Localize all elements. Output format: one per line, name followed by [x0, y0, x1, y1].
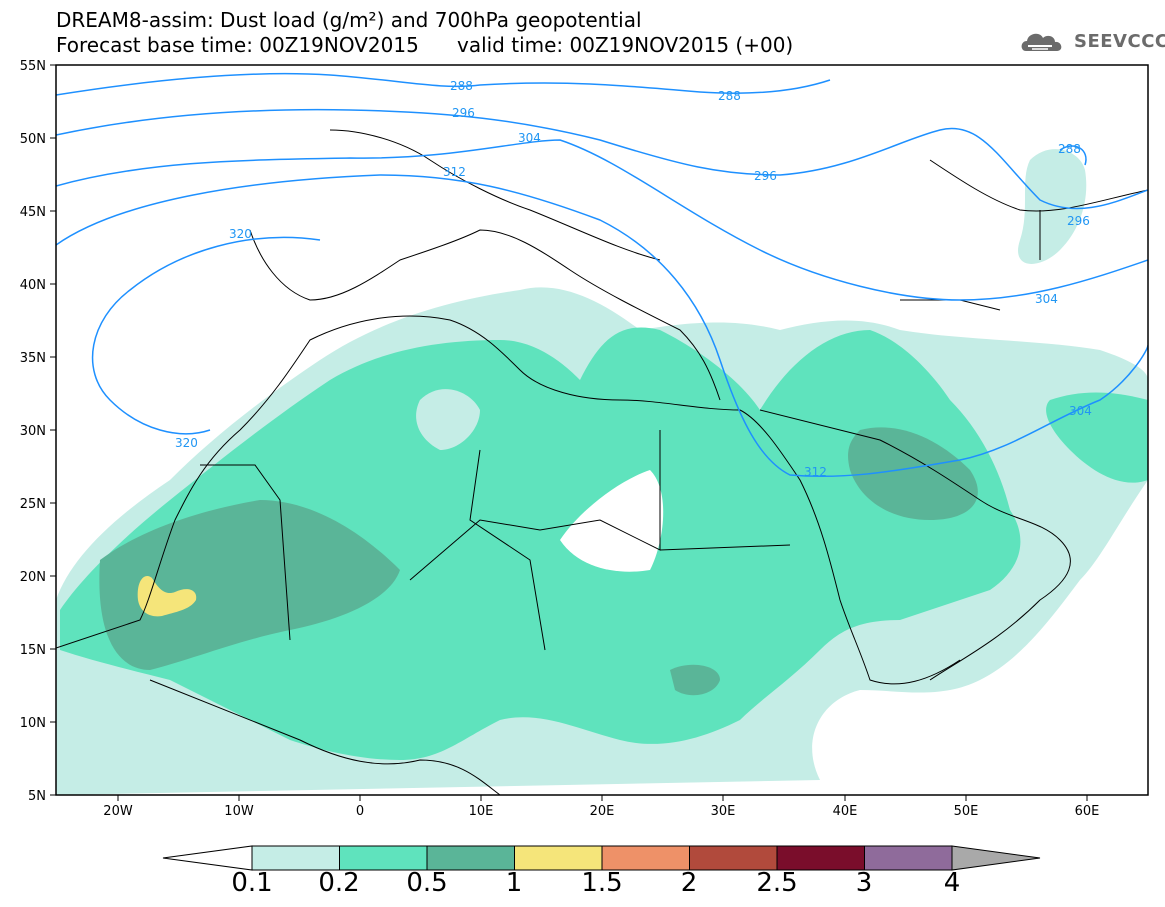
- contour-296: [56, 108, 1148, 210]
- geopotential-contours: [56, 72, 1148, 478]
- contour-label: 304: [518, 131, 541, 145]
- contour-label: 288: [718, 89, 741, 103]
- contour-labels: 288 296 304 312 320 320 288 296 304 312 …: [175, 79, 1092, 479]
- lon-label: 10W: [224, 804, 254, 819]
- lat-label: 45N: [20, 205, 46, 220]
- map-title: DREAM8-assim: Dust load (g/m²) and 700hP…: [56, 8, 642, 32]
- lon-label: 30E: [711, 804, 736, 819]
- coastline-africa-nw: [56, 315, 961, 685]
- seevccc-logo: SEEVCCC: [1018, 27, 1165, 55]
- lon-label: 0: [356, 804, 364, 819]
- lat-label: 50N: [20, 132, 46, 147]
- colorbar-label: 0.5: [406, 868, 448, 898]
- lat-label: 40N: [20, 278, 46, 293]
- lat-label: 5N: [28, 789, 46, 804]
- colorbar-swatch: [689, 845, 778, 871]
- coastlines: [56, 129, 1148, 795]
- colorbar-label: 0.2: [318, 868, 360, 898]
- colorbar: [162, 845, 1041, 871]
- lat-axis: 55N 50N 45N 40N 35N 30N 25N 20N 15N 10N …: [20, 59, 56, 804]
- colorbar-swatch: [514, 845, 603, 871]
- colorbar-label: 2: [680, 868, 698, 898]
- cloud-icon: [1021, 33, 1062, 51]
- colorbar-swatch: [426, 845, 515, 871]
- contour-320: [91, 236, 321, 435]
- colorbar-swatch: [251, 845, 340, 871]
- lon-axis: 20W 10W 0 10E 20E 30E 40E 50E 60E: [103, 795, 1099, 819]
- contour-label: 296: [452, 106, 475, 120]
- contour-label: 288: [1058, 142, 1081, 156]
- lon-label: 50E: [954, 804, 979, 819]
- coastline-arabia: [759, 409, 1071, 681]
- contour-label: 320: [229, 227, 252, 241]
- lat-label: 15N: [20, 643, 46, 658]
- border-2: [409, 430, 661, 581]
- border-8: [900, 299, 1001, 311]
- colorbar-swatch: [601, 845, 690, 871]
- colorbar-label: 1.5: [581, 868, 623, 898]
- dust-light-region-ne: [1018, 149, 1087, 264]
- contour-312: [56, 174, 1148, 478]
- border-6: [929, 159, 1148, 212]
- logo-text: SEEVCCC: [1074, 30, 1165, 52]
- coastline-gulf-guinea: [149, 679, 501, 795]
- dust-medium-region: [60, 327, 1021, 760]
- lon-label: 20W: [103, 804, 133, 819]
- dust-dark-region-spot: [670, 664, 720, 696]
- contour-label: 304: [1069, 404, 1092, 418]
- lat-label: 55N: [20, 59, 46, 74]
- lon-label: 10E: [469, 804, 494, 819]
- lat-label: 35N: [20, 351, 46, 366]
- colorbar-label: 0.1: [231, 868, 273, 898]
- colorbar-swatches: [251, 845, 953, 871]
- dust-load-shading: [56, 149, 1148, 795]
- contour-label: 296: [754, 169, 777, 183]
- contour-304: [56, 139, 1148, 301]
- coastline-europe: [249, 229, 721, 401]
- border-4: [469, 449, 546, 651]
- colorbar-label: 1: [505, 868, 523, 898]
- border-1: [200, 464, 291, 641]
- colorbar-label: 4: [943, 868, 961, 898]
- dust-clear-patch: [560, 470, 664, 572]
- contour-label: 288: [450, 79, 473, 93]
- dust-clear-patch-2: [416, 389, 480, 450]
- dust-dark-region: [99, 500, 400, 670]
- colorbar-label: 3: [855, 868, 873, 898]
- dust-medium-region-east: [1046, 392, 1148, 483]
- contour-label: 312: [804, 465, 827, 479]
- lon-label: 20E: [590, 804, 615, 819]
- contour-label: 304: [1035, 292, 1058, 306]
- lat-label: 30N: [20, 424, 46, 439]
- colorbar-swatch: [864, 845, 953, 871]
- contour-288-ne: [1059, 145, 1087, 166]
- colorbar-label: 2.5: [756, 868, 798, 898]
- colorbar-low-arrow: [162, 845, 253, 871]
- border-5: [329, 129, 661, 261]
- lat-label: 25N: [20, 497, 46, 512]
- colorbar-swatch: [776, 845, 865, 871]
- lon-label: 60E: [1075, 804, 1100, 819]
- lon-label: 40E: [833, 804, 858, 819]
- contour-288: [56, 72, 831, 96]
- dust-dark-region-east: [848, 427, 978, 520]
- contour-label: 312: [443, 165, 466, 179]
- lat-label: 10N: [20, 716, 46, 731]
- map-subtitle: Forecast base time: 00Z19NOV2015 valid t…: [56, 33, 794, 57]
- colorbar-swatch: [339, 845, 428, 871]
- contour-label: 320: [175, 436, 198, 450]
- colorbar-high-arrow: [951, 845, 1041, 871]
- border-3: [659, 544, 791, 551]
- lat-label: 20N: [20, 570, 46, 585]
- contour-label: 296: [1067, 214, 1090, 228]
